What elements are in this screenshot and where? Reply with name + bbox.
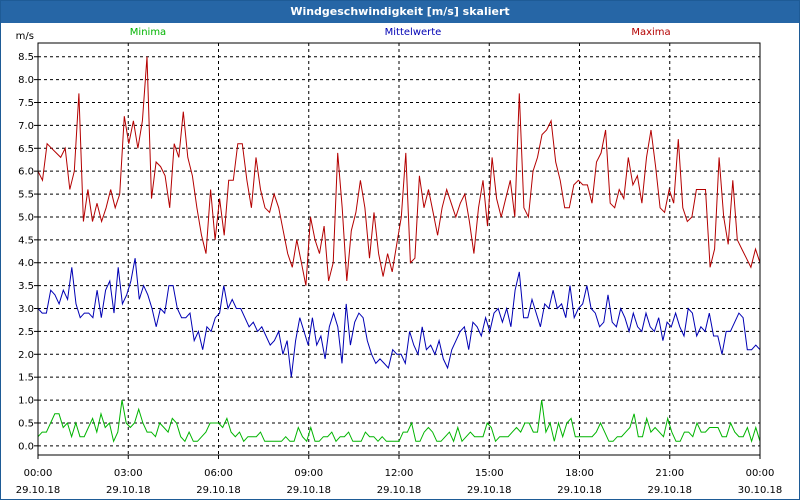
x-tick-time: 00:00 — [24, 468, 53, 479]
y-tick-label: 5.5 — [18, 190, 34, 201]
y-tick-label: 4.0 — [18, 258, 34, 269]
x-tick-time: 00:00 — [746, 468, 775, 479]
x-tick-time: 12:00 — [385, 468, 414, 479]
y-tick-label: 5.0 — [18, 212, 34, 223]
legend-entry-mittelwerte: Mittelwerte — [385, 27, 442, 38]
y-tick-label: 8.0 — [18, 75, 34, 86]
y-tick-label: 6.0 — [18, 167, 34, 178]
series-line-maxima — [37, 56, 761, 286]
x-tick-date: 29.10.18 — [467, 485, 512, 496]
y-axis-label: m/s — [16, 31, 34, 42]
y-tick-label: 7.5 — [18, 98, 34, 109]
x-tick-date: 30.10.18 — [738, 485, 783, 496]
legend-entry-minima: Minima — [130, 27, 166, 38]
x-tick-date: 29.10.18 — [16, 485, 61, 496]
y-tick-label: 2.5 — [18, 327, 34, 338]
line-chart: 0.0 0.5 1.0 1.5 2.0 2.5 3.0 3.5 4.0 4.5 5.0 5.5 6.0 6… — [16, 27, 783, 496]
y-tick-label: 3.0 — [18, 304, 34, 315]
y-tick-label: 1.0 — [18, 396, 34, 407]
y-tick-label: 3.5 — [18, 281, 34, 292]
y-tick-label: 4.5 — [18, 235, 34, 246]
y-tick-label: 7.0 — [18, 121, 34, 132]
y-tick-label: 6.5 — [18, 144, 34, 155]
legend-entry-maxima: Maxima — [631, 27, 670, 38]
grid-lines — [38, 43, 760, 455]
x-tick-time: 15:00 — [475, 468, 504, 479]
y-tick-label: 0.5 — [18, 418, 34, 429]
x-tick-date: 29.10.18 — [557, 485, 602, 496]
y-tick-label: 2.0 — [18, 350, 34, 361]
x-tick-time: 06:00 — [204, 468, 233, 479]
y-tick-label: 8.5 — [18, 52, 34, 63]
legend: Minima Mittelwerte Maxima — [130, 27, 671, 38]
series-layer — [37, 56, 761, 444]
x-tick-time: 18:00 — [565, 468, 594, 479]
x-tick-date: 29.10.18 — [106, 485, 151, 496]
x-tick-date: 29.10.18 — [377, 485, 422, 496]
x-tick-time: 03:00 — [114, 468, 143, 479]
x-tick-date: 29.10.18 — [196, 485, 241, 496]
x-tick-time: 09:00 — [294, 468, 323, 479]
x-tick-date: 29.10.18 — [647, 485, 692, 496]
y-axis: 0.0 0.5 1.0 1.5 2.0 2.5 3.0 3.5 4.0 4.5 5.0 5.5 6.0 6… — [16, 31, 38, 452]
window-title: Windgeschwindigkeit [m/s] skaliert — [1, 1, 799, 23]
series-line-mittelwerte — [37, 258, 761, 378]
y-tick-label: 1.5 — [18, 373, 34, 384]
y-tick-label: 0.0 — [18, 441, 34, 452]
x-tick-time: 21:00 — [655, 468, 684, 479]
x-tick-date: 29.10.18 — [286, 485, 331, 496]
x-axis: 00:00 29.10.18 03:00 29.10.18 06:00 29.10.18 0… — [16, 455, 783, 496]
series-line-minima — [37, 400, 761, 444]
